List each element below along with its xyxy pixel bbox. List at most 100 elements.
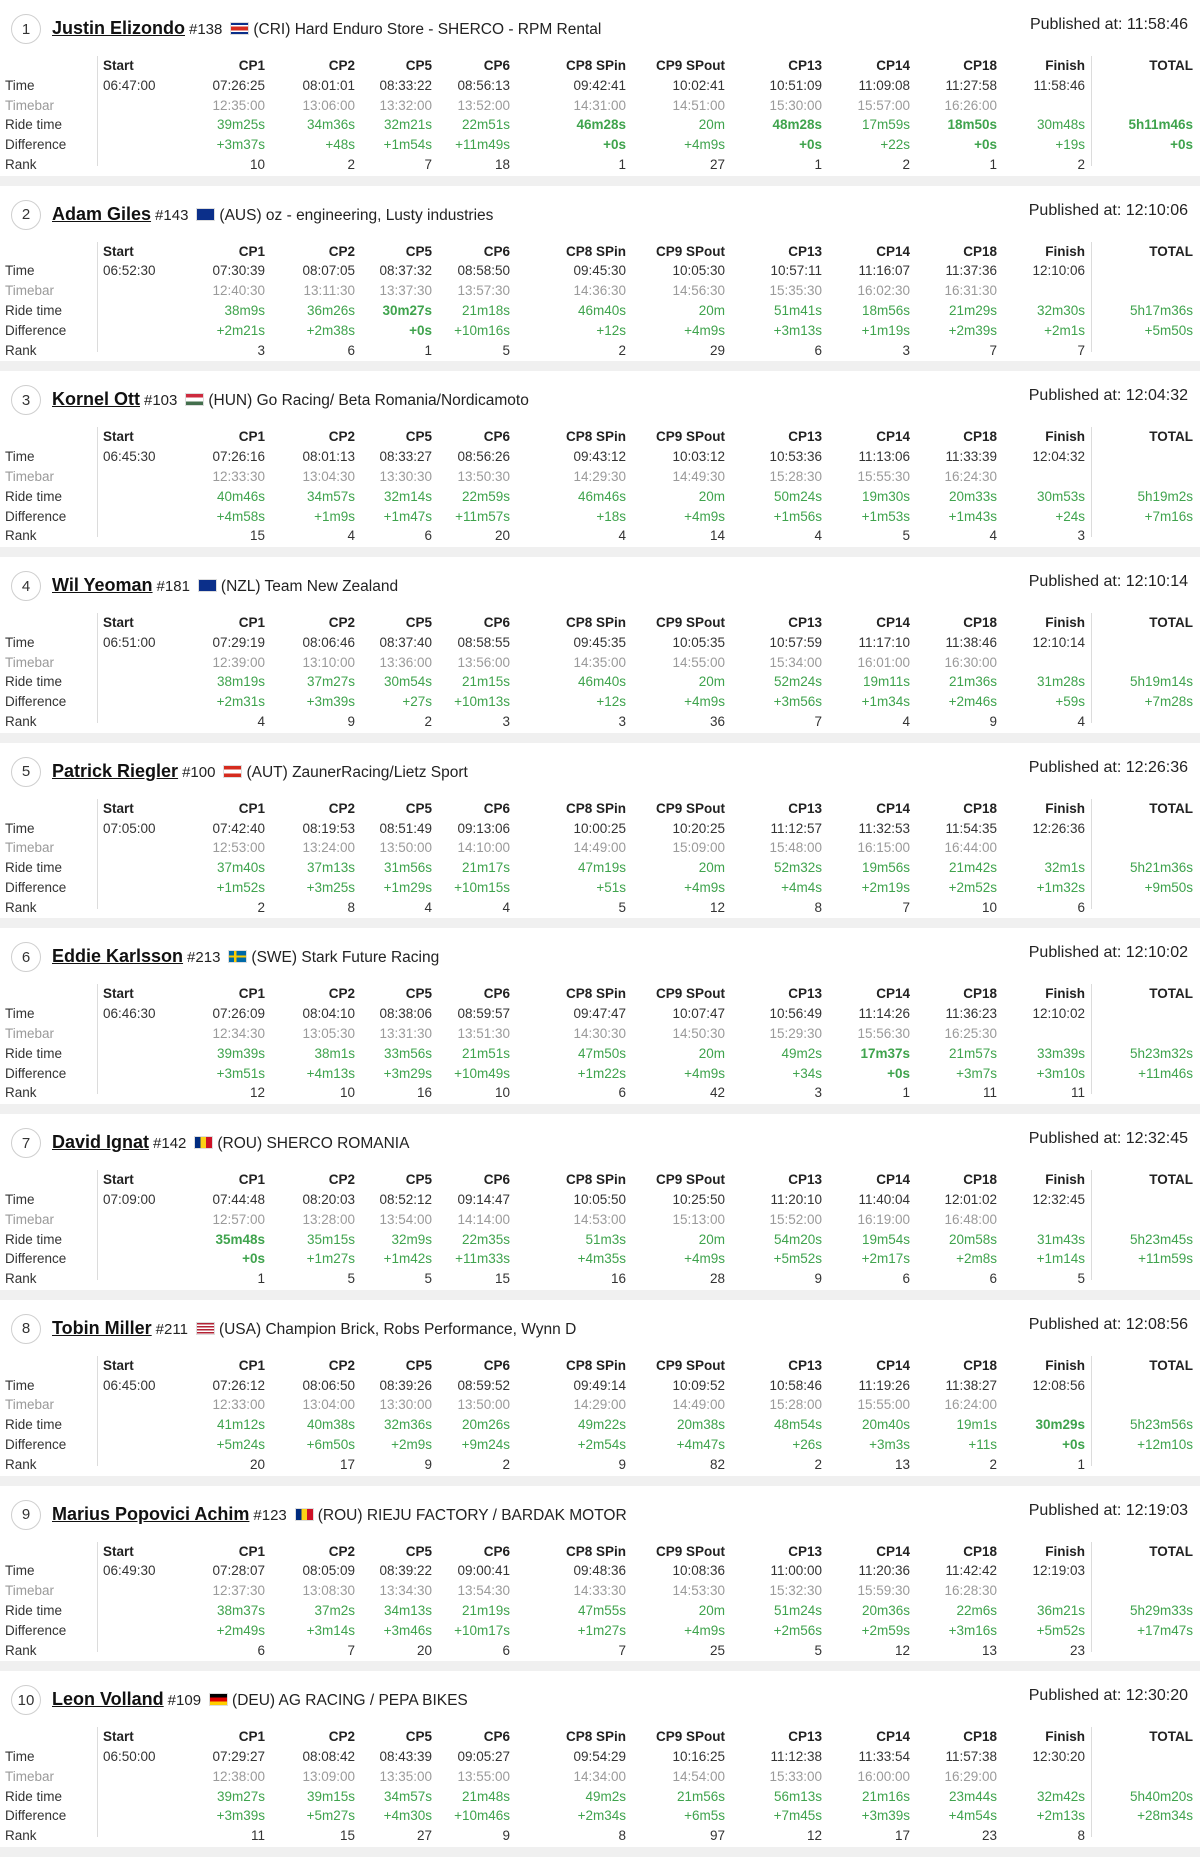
- difference: +2m46s: [948, 694, 997, 710]
- row-label: Timebar: [5, 1397, 55, 1413]
- column-header: CP2: [328, 243, 355, 259]
- rider-identity: Patrick Riegler #100 (AUT) ZaunerRacing/Li…: [52, 761, 468, 782]
- difference: +0s: [603, 137, 626, 153]
- total-ride-time: 5h23m56s: [1129, 1417, 1193, 1433]
- rider-name-link[interactable]: Leon Volland: [52, 1689, 164, 1710]
- rider-header: 4 Wil Yeoman #181 (NZL) Team New Zealand Pub…: [0, 557, 1200, 611]
- total-ride-time: 5h19m2s: [1137, 488, 1193, 504]
- timebar-value: 12:33:30: [212, 468, 265, 484]
- column-header: CP8 SPin: [565, 58, 626, 73]
- row-label: Rank: [5, 1828, 37, 1844]
- published-label: Published at:: [1028, 1501, 1122, 1519]
- difference: +4m30s: [383, 1808, 432, 1824]
- checkpoint-time: 09:00:41: [457, 1563, 510, 1579]
- ride-time: 37m40s: [216, 860, 265, 876]
- rider-result-card: 8 Tobin Miller #211 (USA) Champion Brick, R…: [0, 1300, 1200, 1486]
- rider-name-link[interactable]: Wil Yeoman: [52, 575, 153, 596]
- checkpoint-time: 10:51:09: [769, 77, 822, 93]
- column-divider: [1091, 984, 1092, 1095]
- ride-time: 20m: [698, 1045, 725, 1061]
- rider-header: 2 Adam Giles #143 (AUS) oz - engineering, L…: [0, 186, 1200, 240]
- column-header-start: Start: [103, 58, 134, 73]
- column-header: CP1: [238, 615, 265, 631]
- total-ride-time: 5h23m45s: [1129, 1231, 1193, 1247]
- ride-time: 21m48s: [461, 1788, 510, 1804]
- timebar-value: 16:48:00: [944, 1211, 997, 1227]
- published-time: Published at: 12:30:20: [1029, 1687, 1188, 1705]
- ride-time: 34m13s: [383, 1602, 432, 1618]
- timebar-value: 16:15:00: [857, 840, 910, 856]
- column-divider: [1091, 1355, 1092, 1466]
- rank: 2: [618, 342, 626, 358]
- checkpoint-time: 08:07:05: [302, 263, 355, 279]
- rank: 3: [618, 714, 626, 730]
- start-time: 06:50:00: [103, 1748, 156, 1764]
- row-label: Ride time: [5, 117, 63, 133]
- column-header: CP1: [238, 1543, 265, 1559]
- timebar-value: 13:50:30: [457, 468, 510, 484]
- checkpoint-time: 07:26:09: [212, 1006, 265, 1022]
- row-label: Timebar: [5, 468, 55, 484]
- difference: +6m50s: [306, 1437, 355, 1452]
- rank: 36: [709, 714, 725, 730]
- timebar-value: 13:34:30: [379, 1583, 432, 1599]
- column-header: CP2: [328, 800, 355, 816]
- difference: +26s: [792, 1437, 822, 1452]
- ride-time: 32m9s: [391, 1231, 432, 1247]
- timebar-value: 12:40:30: [212, 283, 265, 299]
- difference: +3m56s: [773, 694, 822, 710]
- rank: 4: [347, 528, 355, 544]
- checkpoint-time: 08:51:49: [379, 820, 432, 836]
- ride-time: 38m19s: [216, 674, 265, 690]
- published-time: Published at: 12:04:32: [1029, 387, 1188, 405]
- published-label: Published at:: [1028, 387, 1122, 405]
- checkpoint-time: 08:56:26: [457, 449, 510, 465]
- rider-name-link[interactable]: Adam Giles: [52, 203, 152, 224]
- column-header: CP6: [483, 1172, 510, 1188]
- timebar-value: 16:19:00: [857, 1211, 910, 1227]
- rank: 7: [902, 899, 910, 915]
- difference: +2m56s: [773, 1622, 822, 1638]
- ride-time: 18m50s: [947, 117, 997, 133]
- column-header: Finish: [1045, 429, 1085, 445]
- ride-time: 20m58s: [948, 1231, 997, 1247]
- start-time: 07:05:00: [103, 820, 156, 836]
- rank: 97: [709, 1828, 725, 1844]
- rider-name-link[interactable]: Patrick Riegler: [52, 760, 179, 781]
- column-header: CP18: [963, 429, 997, 445]
- ride-time: 20m: [698, 488, 725, 504]
- column-header-total: TOTAL: [1149, 1729, 1193, 1745]
- timebar-value: 16:25:30: [944, 1026, 997, 1042]
- timebar-value: 13:52:00: [457, 97, 510, 113]
- ride-time: 31m56s: [383, 860, 432, 876]
- rider-name-link[interactable]: Justin Elizondo: [52, 18, 185, 38]
- row-label: Timebar: [5, 654, 55, 670]
- difference: +1m42s: [383, 1251, 432, 1267]
- row-label: Time: [5, 820, 35, 836]
- rider-name-link[interactable]: Kornel Ott: [52, 389, 140, 410]
- rank: 11: [1070, 1085, 1085, 1101]
- rank: 6: [424, 528, 432, 544]
- country-flag-icon: [209, 1693, 229, 1707]
- row-label: Difference: [5, 1808, 67, 1824]
- start-time: 06:45:30: [103, 449, 156, 465]
- bib-number: #142: [153, 1135, 187, 1153]
- rider-name-link[interactable]: David Ignat: [52, 1132, 150, 1153]
- ride-time: 30m27s: [382, 303, 432, 319]
- rank: 8: [1077, 1828, 1085, 1844]
- timebar-value: 14:31:00: [573, 97, 626, 113]
- difference: +51s: [596, 879, 626, 895]
- country-flag-icon: [228, 950, 248, 964]
- rank: 4: [424, 899, 432, 915]
- team-name: (AUS) oz - engineering, Lusty industries: [219, 206, 494, 224]
- bib-number: #103: [144, 392, 178, 410]
- timebar-value: 12:53:00: [212, 840, 265, 856]
- position-badge: 4: [11, 571, 41, 602]
- difference: +2m54s: [577, 1437, 626, 1452]
- rider-name-link[interactable]: Marius Popovici Achim: [52, 1503, 250, 1524]
- difference: +2m19s: [861, 879, 910, 895]
- column-header: CP9 SPout: [655, 243, 725, 259]
- rider-name-link[interactable]: Tobin Miller: [52, 1317, 152, 1338]
- rider-name-link[interactable]: Eddie Karlsson: [52, 946, 184, 967]
- ride-time: 40m46s: [216, 488, 265, 504]
